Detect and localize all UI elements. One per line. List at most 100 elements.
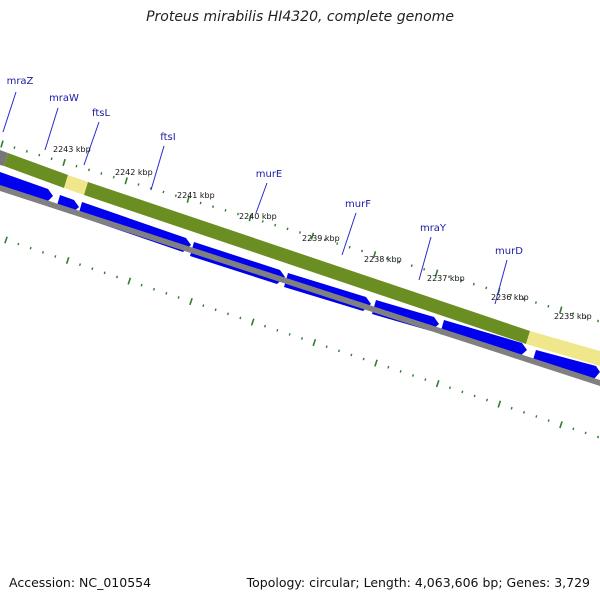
- cds-track[interactable]: [0, 172, 600, 379]
- major-tick: [250, 318, 255, 326]
- minor-tick: [236, 212, 239, 216]
- kbp-tick-label: 2237 kbp: [427, 274, 465, 283]
- gene-callouts: mraZ mraW ftsL ftsI murE murF mraY murD: [2, 76, 523, 305]
- callout-line-murF: [341, 212, 357, 256]
- minor-tick: [29, 246, 32, 250]
- major-tick: [189, 297, 193, 306]
- major-tick: [65, 256, 70, 265]
- minor-tick: [547, 304, 550, 308]
- cds-arrow-mraZ[interactable]: [0, 172, 53, 204]
- cds-arrow-murD[interactable]: [532, 350, 600, 379]
- minor-tick: [473, 394, 476, 398]
- minor-tick: [461, 390, 464, 394]
- minor-tick: [348, 245, 351, 249]
- feature-segment-intergenic: [526, 331, 600, 366]
- major-tick: [497, 400, 502, 408]
- minor-tick: [263, 324, 267, 328]
- minor-tick: [385, 256, 388, 260]
- minor-tick: [162, 190, 165, 194]
- gene-label-mraW[interactable]: mraW: [49, 93, 79, 104]
- major-tick: [310, 232, 315, 240]
- minor-tick: [103, 271, 106, 275]
- major-tick: [372, 251, 377, 259]
- minor-tick: [387, 365, 390, 369]
- minor-tick: [276, 328, 279, 332]
- minor-tick: [584, 315, 587, 319]
- minor-tick: [100, 172, 103, 175]
- minor-tick: [87, 168, 90, 172]
- minor-tick: [547, 419, 550, 422]
- gene-label-murD[interactable]: murD: [495, 246, 523, 257]
- minor-tick: [17, 242, 20, 246]
- gene-label-ftsL[interactable]: ftsL: [92, 108, 110, 119]
- gene-label-ftsI[interactable]: ftsI: [160, 132, 175, 143]
- minor-tick: [424, 378, 427, 381]
- minor-tick: [522, 410, 526, 414]
- minor-tick: [597, 319, 599, 323]
- minor-tick: [274, 223, 277, 227]
- callout-line-mraW: [44, 107, 59, 151]
- minor-tick: [361, 249, 364, 253]
- callout-line-ftsI: [150, 145, 165, 191]
- minor-tick: [398, 260, 401, 264]
- minor-tick: [286, 227, 289, 231]
- minor-tick: [140, 283, 143, 287]
- minor-tick: [165, 291, 168, 295]
- map-title: Proteus mirabilis HI4320, complete genom…: [146, 9, 454, 25]
- minor-tick: [41, 250, 45, 254]
- minor-tick: [510, 406, 513, 410]
- kbp-tick-label: 2243 kbp: [53, 145, 91, 154]
- minor-tick: [152, 287, 156, 291]
- feature-segment-intergenic: [64, 175, 88, 195]
- gene-label-mraY[interactable]: mraY: [420, 223, 447, 234]
- cds-arrow-mraY[interactable]: [440, 320, 527, 357]
- major-tick: [559, 421, 563, 429]
- minor-tick: [75, 164, 78, 168]
- minor-tick: [112, 175, 115, 179]
- gene-label-murF[interactable]: murF: [345, 199, 371, 210]
- minor-tick: [54, 255, 57, 258]
- outer-tick-ring: [0, 140, 599, 323]
- minor-tick: [224, 209, 227, 212]
- kbp-tick-label: 2241 kbp: [177, 191, 215, 200]
- kbp-tick-label: 2239 kbp: [302, 234, 340, 243]
- minor-tick: [177, 296, 180, 299]
- major-tick: [127, 277, 132, 285]
- minor-tick: [399, 369, 402, 373]
- major-tick: [0, 140, 4, 148]
- feature-segment-operon: [84, 182, 530, 344]
- minor-tick: [199, 201, 202, 205]
- minor-tick: [460, 279, 463, 282]
- major-tick: [374, 359, 378, 367]
- major-tick: [559, 306, 563, 314]
- kbp-tick-label: 2236 kbp: [491, 293, 529, 302]
- minor-tick: [25, 149, 28, 153]
- major-tick: [434, 269, 439, 277]
- major-tick: [186, 195, 190, 203]
- genome-backbone: [0, 185, 600, 386]
- callout-line-mraZ: [2, 91, 17, 133]
- minor-tick: [448, 275, 450, 279]
- minor-tick: [362, 357, 365, 361]
- kbp-tick-label: 2238 kbp: [364, 255, 402, 264]
- minor-tick: [485, 286, 488, 290]
- callout-line-ftsL: [83, 121, 100, 166]
- minor-tick: [448, 386, 452, 390]
- kbp-tick-label: 2242 kbp: [115, 168, 153, 177]
- minor-tick: [226, 312, 230, 316]
- callout-line-murE: [255, 182, 268, 214]
- minor-tick: [522, 297, 525, 301]
- minor-tick: [411, 374, 415, 377]
- kbp-tick-labels: 2243 kbp 2242 kbp 2241 kbp 2240 kbp 2239 kbp…: [53, 145, 592, 321]
- accession-text: Accession: NC_010554: [9, 575, 152, 590]
- gene-label-murE[interactable]: murE: [256, 169, 283, 180]
- major-tick: [62, 158, 66, 167]
- major-tick: [124, 177, 128, 185]
- minor-tick: [13, 146, 16, 150]
- minor-tick: [336, 242, 339, 245]
- inner-tick-ring: [4, 236, 600, 439]
- minor-tick: [288, 333, 291, 336]
- gene-label-mraZ[interactable]: mraZ: [7, 76, 34, 87]
- callout-line-mraY: [418, 236, 432, 281]
